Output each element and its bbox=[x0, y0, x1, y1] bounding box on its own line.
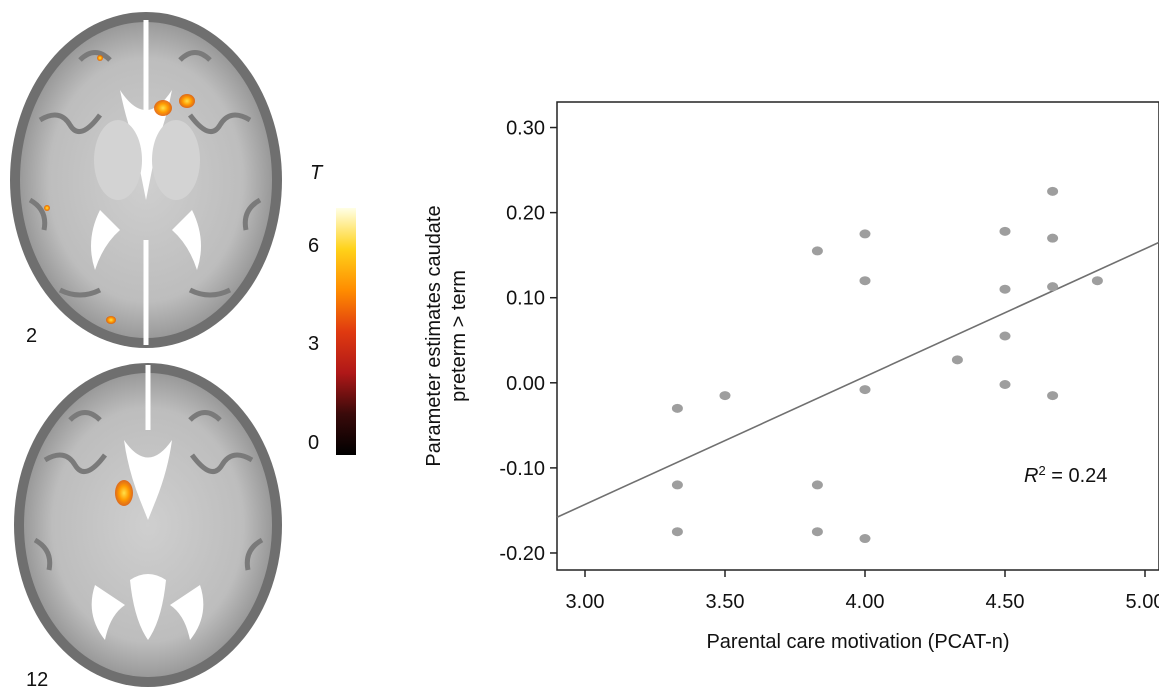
data-point bbox=[671, 527, 683, 537]
y-tick-label: 0.10 bbox=[506, 288, 545, 310]
thalamus-left-top bbox=[94, 120, 142, 200]
data-point bbox=[1047, 186, 1059, 196]
y-axis-label: Parameter estimates caudate preterm > te… bbox=[423, 205, 470, 466]
colorbar-tick-label: 6 bbox=[308, 235, 319, 257]
x-tick-label: 3.50 bbox=[706, 591, 745, 613]
data-point bbox=[671, 403, 683, 413]
data-point bbox=[951, 355, 963, 365]
activation-blob bbox=[179, 94, 195, 108]
y-axis-label-line2: preterm > term bbox=[448, 270, 470, 402]
activation-blob bbox=[106, 316, 116, 324]
plot-frame bbox=[556, 101, 1159, 571]
data-points bbox=[671, 186, 1103, 544]
slice-label-top: 2 bbox=[26, 325, 37, 347]
y-tick-label: 0.20 bbox=[506, 203, 545, 225]
y-tick-label: 0.00 bbox=[506, 373, 545, 395]
x-tick-label: 3.00 bbox=[566, 591, 605, 613]
r-squared-superscript: 2 bbox=[1038, 463, 1045, 478]
colorbar-tick-label: 0 bbox=[308, 432, 319, 454]
brain-slice-bottom: 12 bbox=[14, 363, 282, 691]
x-tick-label: 4.50 bbox=[986, 591, 1025, 613]
data-point bbox=[859, 276, 871, 286]
ventricles-bottom bbox=[91, 440, 204, 640]
r-squared-annotation: R2 = 0.24 bbox=[1024, 463, 1107, 488]
data-point bbox=[1047, 391, 1059, 401]
gyri-bottom bbox=[33, 410, 264, 571]
colorbar-tick-label: 3 bbox=[308, 333, 319, 355]
colorbar-gradient bbox=[336, 208, 356, 455]
x-tick-label: 5.00 bbox=[1126, 591, 1159, 613]
x-axis: 3.00 3.50 4.00 4.50 5.00 bbox=[566, 570, 1159, 613]
data-point bbox=[1047, 233, 1059, 243]
data-point bbox=[999, 226, 1011, 236]
gyri-top bbox=[28, 50, 262, 298]
data-point bbox=[999, 284, 1011, 294]
y-tick-label: -0.20 bbox=[499, 543, 545, 565]
y-tick-label: 0.30 bbox=[506, 118, 545, 140]
data-point bbox=[1047, 282, 1059, 292]
x-tick-label: 4.00 bbox=[846, 591, 885, 613]
y-axis-label-line1: Parameter estimates caudate bbox=[423, 205, 445, 466]
data-point bbox=[811, 527, 823, 537]
activation-blob bbox=[115, 480, 133, 506]
data-point bbox=[671, 480, 683, 490]
r-squared-value: = 0.24 bbox=[1046, 465, 1108, 487]
activation-blob bbox=[44, 205, 50, 211]
r-squared-symbol: R bbox=[1024, 465, 1038, 487]
regression-line bbox=[556, 241, 1159, 518]
data-point bbox=[811, 480, 823, 490]
colorbar-title: T bbox=[310, 162, 324, 184]
ventricles-top bbox=[91, 90, 201, 270]
data-point bbox=[1091, 276, 1103, 286]
data-point bbox=[859, 534, 871, 544]
scatter-chart: 0.30 0.20 0.10 0.00 -0.10 -0.20 3.00 3.50 4.00 4… bbox=[423, 101, 1159, 653]
x-axis-label: Parental care motivation (PCAT-n) bbox=[706, 631, 1009, 653]
data-point bbox=[811, 246, 823, 256]
data-point bbox=[999, 380, 1011, 390]
thalamus-right-top bbox=[152, 120, 200, 200]
data-point bbox=[859, 385, 871, 395]
data-point bbox=[859, 229, 871, 239]
slice-label-bottom: 12 bbox=[26, 669, 48, 691]
activation-blob bbox=[97, 55, 103, 61]
y-tick-label: -0.10 bbox=[499, 458, 545, 480]
activation-blob bbox=[154, 100, 172, 116]
brain-slice-top: 2 bbox=[10, 12, 282, 348]
colorbar: T 6 3 0 bbox=[308, 162, 356, 455]
y-axis: 0.30 0.20 0.10 0.00 -0.10 -0.20 bbox=[499, 118, 557, 565]
data-point bbox=[719, 391, 731, 401]
data-point bbox=[999, 331, 1011, 341]
brain-cortex-bottom bbox=[24, 373, 272, 677]
